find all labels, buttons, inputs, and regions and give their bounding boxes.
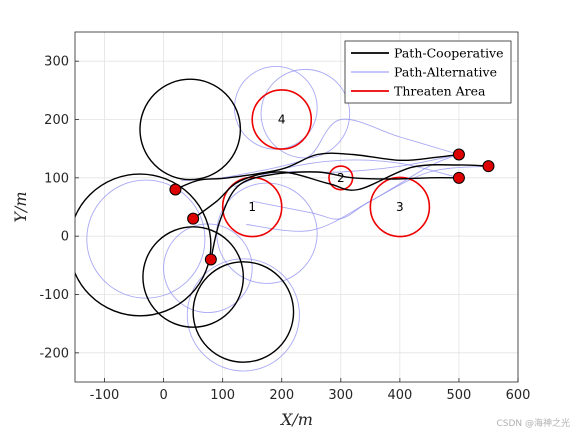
y-tick-label: 0 — [61, 230, 69, 245]
legend-label: Path-Cooperative — [394, 46, 504, 61]
alternative-path-loop — [260, 68, 351, 159]
alternative-path-loop — [186, 258, 300, 372]
cooperative-path — [175, 152, 459, 191]
axes-box — [74, 31, 519, 383]
ticks: -100 0 100 200 300 400 500 600 -200 -100 0 100 200 30… — [39, 55, 530, 403]
x-tick-label: 200 — [269, 388, 294, 403]
cooperative-path-loop — [139, 78, 242, 181]
threat-area-label: 3 — [396, 200, 404, 214]
y-tick-label: 300 — [44, 55, 69, 70]
alternative-path — [222, 118, 460, 179]
x-tick-label: 500 — [447, 388, 472, 403]
x-tick-label: 0 — [159, 388, 167, 403]
legend: Path-Cooperative Path-Alternative Threaten… — [344, 40, 512, 104]
y-tick-label: -200 — [39, 346, 69, 361]
x-tick-label: 100 — [210, 388, 235, 403]
x-tick-label: 400 — [387, 388, 412, 403]
x-tick-label: 600 — [506, 388, 531, 403]
cooperative-path — [192, 164, 489, 220]
start-point-marker — [187, 212, 200, 225]
alternative-path — [234, 159, 460, 188]
legend-label: Path-Alternative — [394, 65, 497, 80]
start-point-marker — [204, 253, 217, 266]
cooperative-path-loop — [75, 173, 212, 317]
goal-point-marker — [482, 160, 495, 173]
y-tick-label: -100 — [39, 288, 69, 303]
x-tick-label: -100 — [90, 388, 120, 403]
plot-area: 1 2 3 4 — [75, 66, 495, 372]
x-tick-label: 300 — [328, 388, 353, 403]
x-axis-label: X/m — [279, 410, 313, 429]
watermark: CSDN @海神之光 — [496, 419, 570, 429]
threat-area-label: 2 — [337, 171, 345, 185]
alternative-path-loop — [86, 179, 206, 299]
threat-area-circle — [251, 89, 313, 150]
y-axis-label: Y/m — [11, 191, 30, 222]
threat-area-circle — [369, 176, 431, 238]
legend-label: Threaten Area — [394, 84, 486, 99]
threat-area-label: 1 — [248, 200, 256, 214]
y-tick-label: 200 — [44, 113, 69, 128]
cooperative-path-loop — [192, 261, 295, 363]
goal-point-marker — [452, 171, 465, 184]
cooperative-path-loop — [142, 226, 245, 328]
cooperative-path — [210, 171, 459, 260]
threat-area-circle — [221, 176, 283, 238]
goal-point-marker — [452, 148, 465, 161]
threat-area-label: 4 — [278, 113, 286, 127]
start-point-marker — [169, 183, 182, 196]
y-tick-label: 100 — [44, 171, 69, 186]
